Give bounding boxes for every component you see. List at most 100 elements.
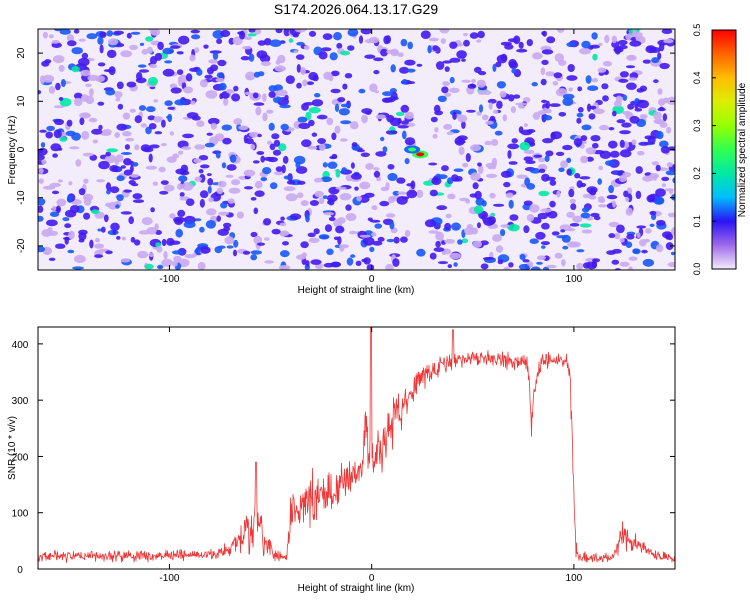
spectrogram-blob bbox=[280, 216, 285, 221]
spectrogram-blob bbox=[140, 144, 151, 152]
spectrogram-blob bbox=[177, 183, 183, 191]
spectrogram-blob bbox=[453, 168, 464, 172]
spectrogram-blob bbox=[301, 139, 312, 148]
spectrogram-blob bbox=[285, 193, 298, 202]
spectrogram-blob bbox=[404, 229, 411, 237]
spectrogram-blob bbox=[116, 175, 125, 182]
spectrogram-blob bbox=[209, 50, 222, 54]
spectrogram-blob bbox=[456, 50, 467, 59]
spectrogram-blob bbox=[307, 232, 316, 238]
spectrogram-blob bbox=[622, 94, 628, 101]
spectrogram-blob bbox=[605, 160, 615, 167]
spectrogram-blob bbox=[671, 227, 675, 236]
spectrogram-blob bbox=[272, 149, 282, 156]
spectrogram-blob bbox=[373, 167, 380, 171]
spectrogram-blob bbox=[461, 238, 469, 244]
spectrogram-blob bbox=[283, 29, 291, 37]
spectrogram-blob bbox=[297, 180, 306, 185]
spectrogram-blob bbox=[581, 124, 592, 131]
spectrogram-blob bbox=[510, 106, 516, 114]
spectrogram-blob bbox=[120, 258, 131, 263]
spectrogram-blob bbox=[371, 232, 377, 237]
spectrogram-blob bbox=[432, 45, 439, 52]
spectrogram-blob bbox=[532, 112, 541, 120]
spectrogram-blob bbox=[55, 243, 66, 249]
spectrogram-blob bbox=[152, 181, 158, 186]
spectrogram-blob bbox=[606, 194, 618, 200]
spectrogram-blob bbox=[544, 155, 550, 162]
spectrogram-blob bbox=[175, 228, 183, 238]
spectrogram-blob bbox=[536, 261, 543, 265]
spectrogram-blob bbox=[73, 29, 80, 34]
spectrogram-blob bbox=[653, 111, 662, 121]
spectrogram-blob bbox=[264, 260, 274, 264]
spectrogram-blob bbox=[369, 219, 381, 223]
spectrogram-blob bbox=[275, 59, 281, 65]
spectrogram-blob bbox=[99, 31, 107, 38]
spectrogram-blob bbox=[185, 198, 195, 206]
spectrogram-blob bbox=[579, 223, 592, 228]
spectrogram-blob bbox=[496, 100, 503, 110]
spectrogram-blob bbox=[385, 264, 394, 270]
spectrogram-blob bbox=[113, 30, 124, 35]
spectrogram-blob bbox=[82, 152, 94, 157]
spectrogram-blob bbox=[137, 250, 149, 259]
spectrogram-blob bbox=[295, 54, 305, 60]
spectrogram-blob bbox=[64, 236, 69, 245]
spectrogram-blob bbox=[631, 139, 637, 146]
spectrogram-blob bbox=[477, 162, 482, 167]
spectrogram-blob bbox=[82, 112, 90, 118]
spectrogram-blob bbox=[360, 152, 370, 158]
spectrogram-blob bbox=[38, 154, 45, 161]
snr-plot-background bbox=[38, 327, 675, 569]
spectrogram-blob bbox=[400, 236, 408, 243]
spectrogram-blob bbox=[233, 85, 239, 92]
spectrogram-blob bbox=[540, 67, 546, 76]
spectrogram-blob bbox=[342, 83, 348, 90]
spectrogram-blob bbox=[617, 39, 628, 46]
spectrogram-blob bbox=[105, 88, 116, 96]
spectrogram-blob bbox=[268, 91, 276, 98]
spectrogram-blob bbox=[166, 156, 177, 163]
spectrogram-blob bbox=[400, 38, 408, 47]
x-tick-label: 0 bbox=[369, 274, 375, 285]
spectrogram-blob bbox=[478, 71, 487, 76]
spectrogram-blob bbox=[449, 76, 455, 84]
spectrogram-blob bbox=[375, 151, 387, 157]
spectrogram-blob bbox=[390, 64, 396, 73]
spectrogram-blob bbox=[148, 29, 159, 32]
spectrogram-blob bbox=[320, 47, 332, 52]
spectrogram-blob bbox=[236, 211, 244, 219]
spectrogram-blob bbox=[46, 219, 58, 227]
spectrogram-blob bbox=[183, 221, 196, 229]
spectrogram-blob bbox=[89, 239, 94, 249]
spectrogram-blob bbox=[638, 141, 649, 146]
spectrogram-blob bbox=[141, 217, 153, 226]
y-tick-label: 300 bbox=[12, 396, 29, 407]
spectrogram-blob bbox=[542, 138, 554, 144]
spectrogram-blob bbox=[389, 88, 397, 94]
spectrogram-blob bbox=[71, 65, 80, 73]
spectrogram-blob bbox=[522, 259, 530, 263]
spectrogram-blob bbox=[183, 86, 194, 94]
spectrogram-blob bbox=[558, 59, 567, 66]
spectrogram-blob bbox=[475, 197, 485, 206]
spectrogram-blob bbox=[587, 85, 599, 91]
spectrogram-blob bbox=[109, 186, 120, 194]
spectrogram-blob bbox=[446, 131, 454, 136]
spectrogram-blob bbox=[616, 119, 626, 124]
spectrogram-blob bbox=[65, 130, 76, 137]
spectrogram-blob bbox=[441, 86, 449, 94]
colorbar-tick-label: 0.4 bbox=[692, 72, 702, 85]
spectrogram-blob bbox=[335, 168, 341, 178]
spectrogram-blob bbox=[566, 42, 576, 48]
spectrogram-blob bbox=[526, 214, 535, 222]
spectrogram-blob bbox=[305, 214, 310, 223]
spectrogram-blob bbox=[336, 42, 343, 49]
spectrogram-blob bbox=[115, 204, 120, 209]
spectrogram-blob bbox=[267, 156, 278, 163]
spectrogram-blob bbox=[428, 230, 439, 234]
spectrogram-blob bbox=[380, 136, 385, 142]
spectrogram-blob bbox=[117, 167, 122, 171]
spectrogram-blob bbox=[401, 79, 408, 85]
